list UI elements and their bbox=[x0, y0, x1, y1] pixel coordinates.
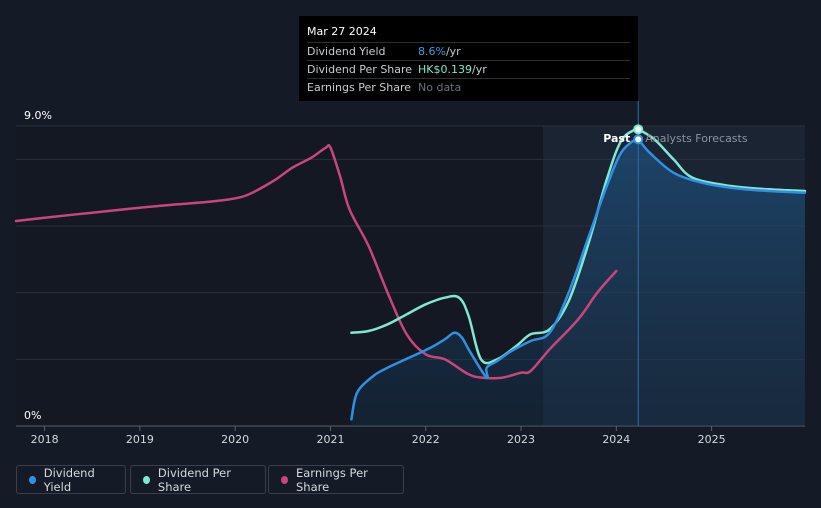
tooltip-value: No data bbox=[418, 81, 462, 94]
y-tick-label: 9.0% bbox=[24, 109, 52, 122]
legend-label: Earnings Per Share bbox=[295, 465, 368, 494]
hover-tooltip: Mar 27 2024 Dividend Yield 8.6% /yr Divi… bbox=[299, 16, 638, 101]
tooltip-label: Earnings Per Share bbox=[307, 81, 412, 94]
x-tick-label: 2023 bbox=[507, 433, 535, 446]
x-tick-label: 2021 bbox=[316, 433, 344, 446]
legend-dividend-per-share[interactable]: Dividend Per Share bbox=[130, 465, 266, 494]
legend-label: Dividend Per Share bbox=[157, 465, 231, 494]
legend-earnings-per-share[interactable]: Earnings Per Share bbox=[268, 465, 404, 494]
y-tick-label: 0% bbox=[24, 409, 41, 422]
tooltip-unit: /yr bbox=[445, 45, 461, 58]
tooltip-row-dividend-yield: Dividend Yield 8.6% /yr bbox=[307, 42, 630, 60]
tooltip-date: Mar 27 2024 bbox=[307, 25, 377, 38]
earnings-per-share-line bbox=[14, 143, 618, 380]
legend-dividend-yield[interactable]: Dividend Yield bbox=[16, 465, 126, 494]
x-tick-label: 2020 bbox=[221, 433, 249, 446]
tooltip-row-dividend-per-share: Dividend Per Share HK$0.139 /yr bbox=[307, 60, 630, 78]
x-tick-label: 2025 bbox=[698, 433, 726, 446]
tooltip-value: 8.6% bbox=[418, 45, 446, 58]
x-tick-label: 2018 bbox=[31, 433, 59, 446]
tooltip-value: HK$0.139 bbox=[418, 63, 472, 76]
dividend-yield-marker bbox=[633, 134, 644, 145]
tooltip-label: Dividend Per Share bbox=[307, 63, 413, 76]
dividend-per-share-marker bbox=[633, 124, 644, 135]
dividend-per-share-line bbox=[350, 126, 807, 365]
dividend-per-share-dot-icon bbox=[143, 475, 150, 484]
past-label: Past bbox=[603, 132, 630, 145]
dividend-yield-area bbox=[351, 137, 805, 426]
x-tick-label: 2024 bbox=[602, 433, 630, 446]
earnings-per-share-dot-icon bbox=[281, 475, 288, 484]
tooltip-unit: /yr bbox=[471, 63, 487, 76]
x-tick-label: 2019 bbox=[126, 433, 154, 446]
tooltip-row-earnings-per-share: Earnings Per Share No data bbox=[307, 78, 630, 96]
dividend-yield-line bbox=[350, 136, 807, 421]
legend-label: Dividend Yield bbox=[43, 465, 95, 494]
tooltip-label: Dividend Yield bbox=[307, 45, 386, 58]
x-tick-label: 2022 bbox=[412, 433, 440, 446]
dividend-yield-dot-icon bbox=[29, 475, 36, 484]
analysts-forecasts-label: Analysts Forecasts bbox=[645, 132, 748, 145]
